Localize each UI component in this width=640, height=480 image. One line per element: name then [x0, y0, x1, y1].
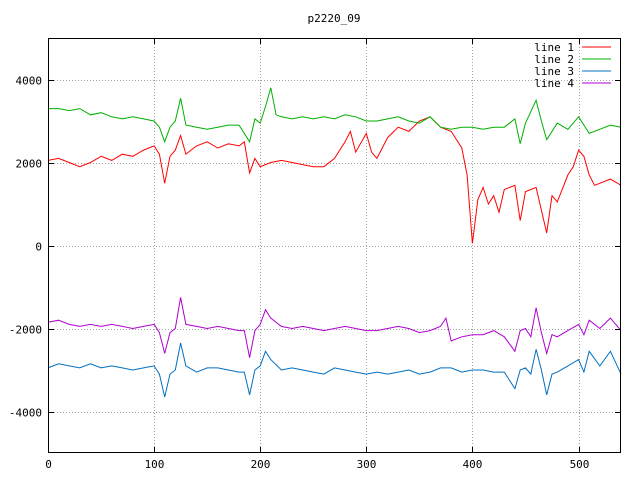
x-tick-label: 200 — [251, 458, 271, 471]
chart-title: p2220_09 — [308, 12, 361, 25]
legend-label-2: line 2 — [534, 53, 574, 66]
legend-label-4: line 4 — [534, 77, 574, 90]
series-line-2 — [48, 87, 622, 144]
x-tick-label: 300 — [357, 458, 377, 471]
y-tick-label: 4000 — [16, 75, 43, 88]
y-tick-label: 2000 — [16, 158, 43, 171]
legend-label-1: line 1 — [534, 41, 574, 54]
x-tick-label: 0 — [45, 458, 52, 471]
series-layer — [47, 87, 622, 398]
grid-layer — [48, 38, 621, 453]
legend-label-3: line 3 — [534, 65, 574, 78]
series-line-1 — [47, 116, 622, 244]
y-tick-label: -2000 — [9, 324, 42, 337]
tick-layer: 0 100 200 300 400 500 -4000 -2000 0 2000 4000 — [9, 38, 621, 471]
y-tick-label: 0 — [35, 241, 42, 254]
x-tick-label: 100 — [145, 458, 165, 471]
x-tick-label: 500 — [570, 458, 590, 471]
x-tick-label: 400 — [463, 458, 483, 471]
series-line-4 — [47, 297, 622, 358]
plot-frame — [48, 38, 621, 453]
y-tick-label: -4000 — [9, 407, 42, 420]
series-line-3 — [47, 342, 622, 398]
